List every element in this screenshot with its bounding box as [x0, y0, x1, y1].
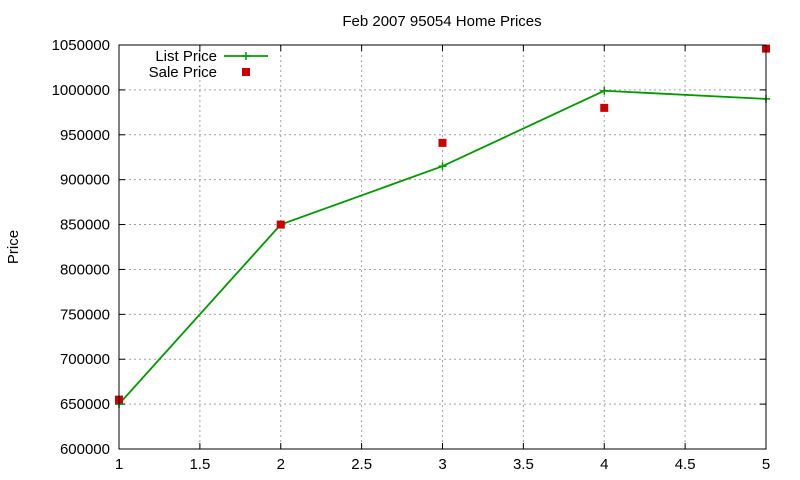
y-tick-label: 600000	[60, 441, 110, 458]
legend-label: List Price	[155, 48, 217, 65]
sale-price-point	[600, 103, 609, 112]
x-tick-label: 2	[277, 456, 285, 473]
list-price-point	[600, 86, 609, 95]
grid-lines	[119, 45, 766, 449]
list-price-series	[115, 86, 770, 409]
legend-item-list-price: List Price	[155, 48, 268, 65]
sale-price-point	[276, 220, 285, 229]
x-tick-label: 3.5	[513, 456, 534, 473]
legend-item-sale-price: Sale Price	[149, 64, 250, 81]
legend-marker	[242, 68, 250, 76]
y-tick-label: 750000	[60, 306, 110, 323]
chart-title: Feb 2007 95054 Home Prices	[342, 13, 541, 30]
y-tick-label: 1000000	[52, 82, 110, 99]
y-tick-label: 1050000	[52, 37, 110, 54]
y-tick-label: 850000	[60, 217, 110, 234]
plot-area-border	[118, 44, 767, 450]
legend-marker	[242, 52, 250, 60]
legend-label: Sale Price	[149, 64, 217, 81]
x-tick-label: 4	[600, 456, 608, 473]
x-tick-label: 5	[762, 456, 770, 473]
x-tick-label: 3	[438, 456, 446, 473]
list-price-point	[438, 162, 447, 171]
x-tick-label: 1.5	[189, 456, 210, 473]
x-tick-label: 2.5	[351, 456, 372, 473]
sale-price-series	[115, 44, 770, 404]
y-axis-label: Price	[5, 230, 22, 264]
y-tick-label: 700000	[60, 351, 110, 368]
y-tick-label: 900000	[60, 172, 110, 189]
list-price-line	[118, 89, 767, 405]
axis-ticks: 600000 650000 700000 750000 800000 850000 9000…	[52, 37, 771, 473]
y-tick-label: 800000	[60, 261, 110, 278]
sale-price-point	[438, 138, 447, 147]
x-tick-label: 4.5	[675, 456, 696, 473]
y-tick-label: 950000	[60, 127, 110, 144]
x-tick-label: 1	[115, 456, 123, 473]
y-tick-label: 650000	[60, 396, 110, 413]
